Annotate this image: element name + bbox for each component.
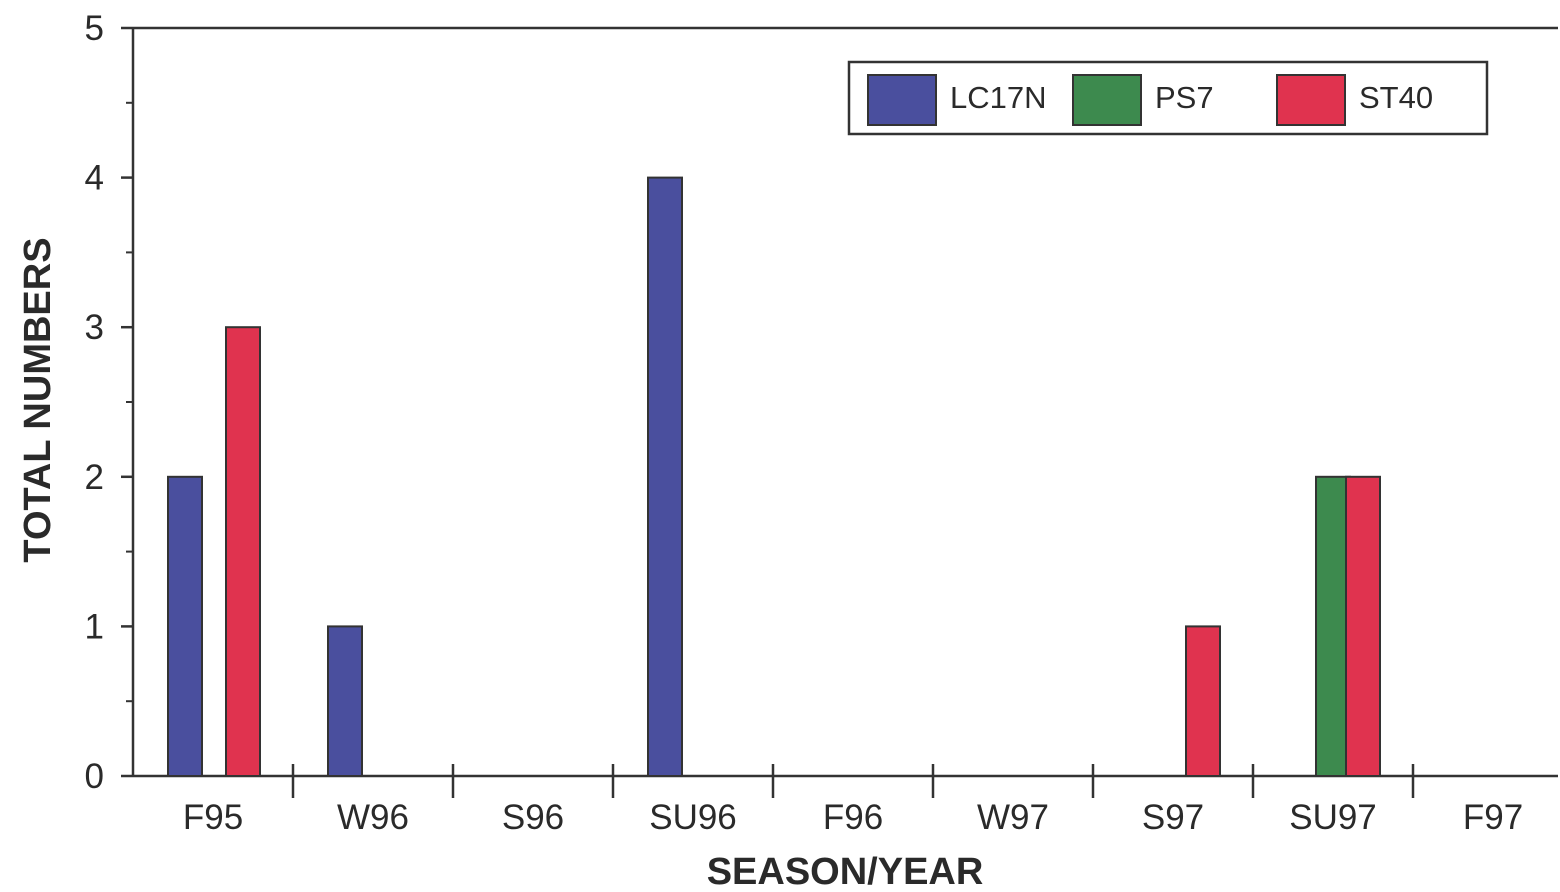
bar-lc17n-f95 bbox=[167, 475, 203, 777]
y-tick-label: 3 bbox=[85, 308, 104, 347]
y-axis: 0 1 2 3 4 5 bbox=[85, 9, 133, 796]
bar-lc17n-su96 bbox=[647, 176, 683, 778]
x-tick-label: F95 bbox=[183, 798, 243, 837]
bar-st40-f95 bbox=[225, 326, 261, 777]
y-tick-label: 0 bbox=[85, 757, 104, 796]
legend-label-lc17n: LC17N bbox=[950, 80, 1047, 115]
x-tick-label: S96 bbox=[502, 798, 564, 837]
legend-swatch-lc17n bbox=[867, 74, 937, 126]
y-tick-label: 1 bbox=[85, 607, 104, 646]
x-tick-label: F97 bbox=[1463, 798, 1523, 837]
y-tick-label: 5 bbox=[85, 9, 104, 48]
bar-ps7-su97 bbox=[1315, 475, 1351, 777]
x-tick-label: SU97 bbox=[1289, 798, 1377, 837]
y-axis-title: TOTAL NUMBERS bbox=[17, 237, 59, 562]
x-tick-label: F96 bbox=[823, 798, 883, 837]
bar-st40-su97 bbox=[1345, 475, 1381, 777]
bar-st40-s97 bbox=[1185, 625, 1221, 778]
y-tick-label: 2 bbox=[85, 458, 104, 497]
x-tick-label: W97 bbox=[977, 798, 1049, 837]
bar-lc17n-w96 bbox=[327, 625, 363, 778]
x-tick-label: SU96 bbox=[649, 798, 737, 837]
x-axis: F95 W96 S96 SU96 F96 W97 S97 SU97 F97 bbox=[183, 764, 1523, 837]
x-tick-label: W96 bbox=[337, 798, 409, 837]
x-axis-title: SEASON/YEAR bbox=[707, 851, 984, 892]
legend-box bbox=[847, 60, 1489, 136]
bars bbox=[167, 176, 1381, 778]
legend-label-ps7: PS7 bbox=[1155, 80, 1214, 115]
y-tick-label: 4 bbox=[85, 159, 104, 198]
x-tick-label: S97 bbox=[1142, 798, 1204, 837]
legend-swatch-st40 bbox=[1276, 74, 1346, 126]
legend-label-st40: ST40 bbox=[1359, 80, 1433, 115]
legend-swatch-ps7 bbox=[1072, 74, 1142, 126]
legend: LC17N PS7 ST40 bbox=[847, 60, 1489, 136]
